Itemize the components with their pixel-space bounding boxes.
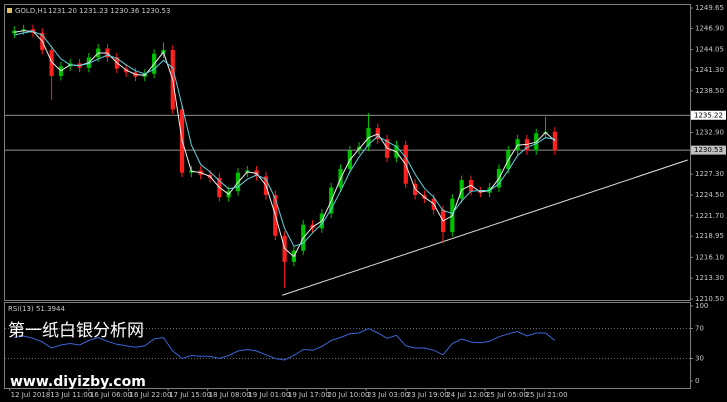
y-tick-label: 1221.70 (695, 212, 724, 220)
x-tick-label: 18 Jul 08:00 (209, 391, 251, 399)
y-tick-label: 1218.95 (695, 232, 724, 240)
symbol-icon (7, 8, 12, 13)
rsi-y-tick-label: 0 (695, 377, 699, 385)
indicator-title: RSI(13) 51.3944 (8, 305, 65, 313)
price-level-box (691, 110, 726, 120)
y-tick-label: 1246.90 (695, 24, 724, 32)
watermark-text: 第一纸白银分析网 (8, 321, 144, 341)
candle-body (552, 131, 557, 151)
x-tick-label: 20 Jul 10:00 (328, 391, 370, 399)
watermark-url: www.diyizby.com (10, 374, 146, 390)
x-tick-label: 16 Jul 06:00 (90, 391, 132, 399)
trendline (282, 159, 688, 296)
price-level-label: 1235.22 (694, 111, 723, 119)
x-tick-label: 12 Jul 2018 (11, 391, 51, 399)
x-tick-label: 13 Jul 11:00 (50, 391, 92, 399)
rsi-line (14, 327, 556, 361)
rsi-y-tick-label: 70 (695, 325, 704, 333)
x-tick-label: 19 Jul 17:00 (288, 391, 330, 399)
quote: 1231.20 1231.23 1230.36 1230.53 (48, 7, 170, 15)
x-tick-label: 25 Jul 05:00 (486, 391, 528, 399)
candle-body (49, 49, 54, 77)
y-tick-label: 1227.30 (695, 170, 724, 178)
x-tick-label: 19 Jul 01:00 (248, 391, 290, 399)
moving-average (14, 30, 555, 247)
x-tick-label: 17 Jul 15:00 (169, 391, 211, 399)
y-tick-label: 1244.05 (695, 46, 724, 54)
rsi-panel-frame (4, 302, 691, 389)
y-tick-label: 1213.30 (695, 274, 724, 282)
x-tick-label: 24 Jul 12:00 (446, 391, 488, 399)
y-tick-label: 1249.65 (695, 4, 724, 12)
price-level-box (691, 145, 726, 155)
y-tick-label: 1241.30 (695, 66, 724, 74)
x-tick-label: 23 Jul 03:00 (367, 391, 409, 399)
x-tick-label: 16 Jul 22:00 (129, 391, 171, 399)
chart-title: GOLD,H1 (15, 7, 47, 15)
y-tick-label: 1238.50 (695, 87, 724, 95)
price-level-label: 1230.53 (694, 146, 723, 154)
y-tick-label: 1232.90 (695, 129, 724, 137)
rsi-y-tick-label: 100 (695, 302, 708, 310)
moving-average (14, 30, 556, 258)
y-tick-label: 1216.10 (695, 253, 724, 261)
y-tick-label: 1224.50 (695, 191, 724, 199)
main-panel-frame (4, 4, 691, 301)
x-tick-label: 23 Jul 19:00 (407, 391, 449, 399)
candle-body (21, 29, 26, 31)
y-tick-label: 1210.50 (695, 295, 724, 303)
rsi-y-tick-label: 30 (695, 355, 704, 363)
x-tick-label: 25 Jul 21:00 (526, 391, 568, 399)
